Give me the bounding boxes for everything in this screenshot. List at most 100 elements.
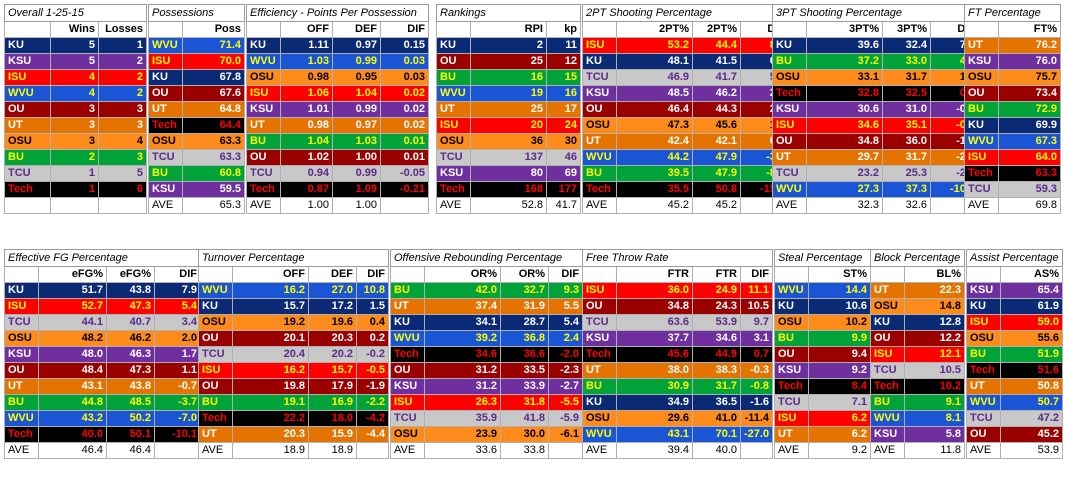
team-cell: WVU: [246, 53, 281, 70]
team-cell: OSU: [772, 69, 807, 86]
value-cell: 17.9: [308, 378, 357, 395]
value-cell: 51.7: [38, 282, 107, 299]
team-cell: BU: [246, 133, 281, 150]
value-cell: 36.0: [882, 133, 931, 150]
table-row: UT 6.2: [774, 426, 872, 443]
team-cell: OU: [198, 330, 233, 347]
value-cell: 4: [50, 85, 99, 102]
value-cell: 10.5: [739, 298, 774, 315]
value-cell: -4.4: [355, 426, 390, 443]
table-row: OU 20.1 20.3 0.2: [198, 330, 390, 347]
team-cell: OU: [774, 346, 809, 363]
average-cell: AVE: [966, 442, 1001, 459]
value-cell: 9.4: [807, 346, 872, 363]
value-cell: -10.1: [153, 426, 202, 443]
value-cell: 3: [98, 101, 147, 118]
value-cell: 18.0: [308, 410, 357, 427]
efficiency-header-cell: OFF: [280, 21, 333, 38]
team-cell: TCU: [198, 346, 233, 363]
block-title: Block Percentage: [870, 249, 965, 267]
team-cell: WVU: [582, 149, 617, 166]
table-row: BU 44.8 48.5 -3.7: [4, 394, 202, 411]
average-cell: AVE: [148, 197, 183, 214]
value-cell: 30.6: [806, 101, 883, 118]
table-row: OU 19.8 17.9 -1.9: [198, 378, 390, 395]
value-cell: 64.8: [181, 101, 246, 118]
team-cell: BU: [774, 330, 809, 347]
team-cell: OU: [582, 101, 617, 118]
value-cell: 10.2: [807, 314, 872, 331]
team-cell: UT: [4, 117, 51, 134]
team-cell: OSU: [966, 330, 1001, 347]
overall-header-cell: Wins: [50, 21, 99, 38]
team-cell: KU: [582, 394, 617, 411]
value-cell: 24: [545, 117, 582, 134]
average-cell: AVE: [582, 197, 617, 214]
table-row: UT 25 17: [436, 101, 582, 118]
value-cell: 0.99: [332, 101, 381, 118]
value-cell: 9.3: [547, 282, 584, 299]
average-cell: 18.9: [232, 442, 309, 459]
team-cell: OSU: [964, 69, 999, 86]
team-cell: BU: [4, 149, 51, 166]
value-cell: 41.8: [500, 410, 549, 427]
table-row: OSU 23.9 30.0 -6.1: [390, 426, 584, 443]
table-row: BU 9.9: [774, 330, 872, 347]
value-cell: 50.8: [1000, 378, 1063, 395]
value-cell: 31.7: [882, 69, 931, 86]
value-cell: -1.6: [739, 394, 774, 411]
team-cell: OSU: [582, 410, 617, 427]
value-cell: 80: [470, 165, 547, 182]
table-row: KSU 76.0: [964, 53, 1062, 70]
average-cell: AVE: [964, 197, 999, 214]
value-cell: 24.3: [692, 298, 741, 315]
table-row: ISU 20 24: [436, 117, 582, 134]
value-cell: 33.5: [500, 362, 549, 379]
value-cell: 41.0: [692, 410, 741, 427]
value-cell: 36.5: [692, 394, 741, 411]
team-cell: KSU: [4, 346, 39, 363]
team-cell: ISU: [436, 117, 471, 134]
value-cell: 29.7: [806, 149, 883, 166]
table-row: KU 5 1: [4, 37, 147, 54]
table-row: TCU 137 46: [436, 149, 582, 166]
table-row: BU 16 15: [436, 69, 582, 86]
table-row: KU 61.9: [966, 298, 1063, 315]
value-cell: 60.8: [181, 165, 246, 182]
rankings-header-cell: RPI: [470, 21, 547, 38]
value-cell: -5.9: [547, 410, 584, 427]
table-row: TCU 20.4 20.2 -0.2: [198, 346, 390, 363]
value-cell: 12.8: [904, 314, 965, 331]
value-cell: -0.2: [355, 346, 390, 363]
value-cell: -0.7: [153, 378, 202, 395]
value-cell: 11: [545, 37, 582, 54]
value-cell: 6: [98, 181, 147, 198]
assist-title: Assist Percentage: [966, 249, 1063, 267]
steal-table: Steal Percentage ST% WVU 14.4 KU 10.6 OSU 10.2 B…: [773, 249, 872, 459]
value-cell: 48.1: [616, 53, 693, 70]
value-cell: 1.02: [280, 149, 333, 166]
value-cell: 25: [470, 53, 547, 70]
table-row: Tech 8.4: [774, 378, 872, 395]
average-cell: 32.3: [806, 197, 883, 214]
value-cell: 1.01: [280, 101, 333, 118]
average-cell: AVE: [246, 197, 281, 214]
value-cell: 59.5: [181, 181, 246, 198]
value-cell: 2: [50, 149, 99, 166]
value-cell: 67.3: [997, 133, 1062, 150]
ftrate-title: Free Throw Rate: [581, 249, 774, 267]
threept-header-cell: 3PT%: [806, 21, 883, 38]
value-cell: 34.6: [692, 330, 741, 347]
team-cell: UT: [198, 426, 233, 443]
value-cell: 39.6: [806, 37, 883, 54]
team-cell: OU: [436, 53, 471, 70]
team-cell: KSU: [772, 101, 807, 118]
block-header-cell: [870, 266, 905, 283]
assist-table: Assist Percentage AS% KSU 65.4 KU 61.9 ISU 59.0…: [966, 249, 1063, 459]
efficiency-header-cell: [246, 21, 281, 38]
team-cell: UT: [148, 101, 183, 118]
